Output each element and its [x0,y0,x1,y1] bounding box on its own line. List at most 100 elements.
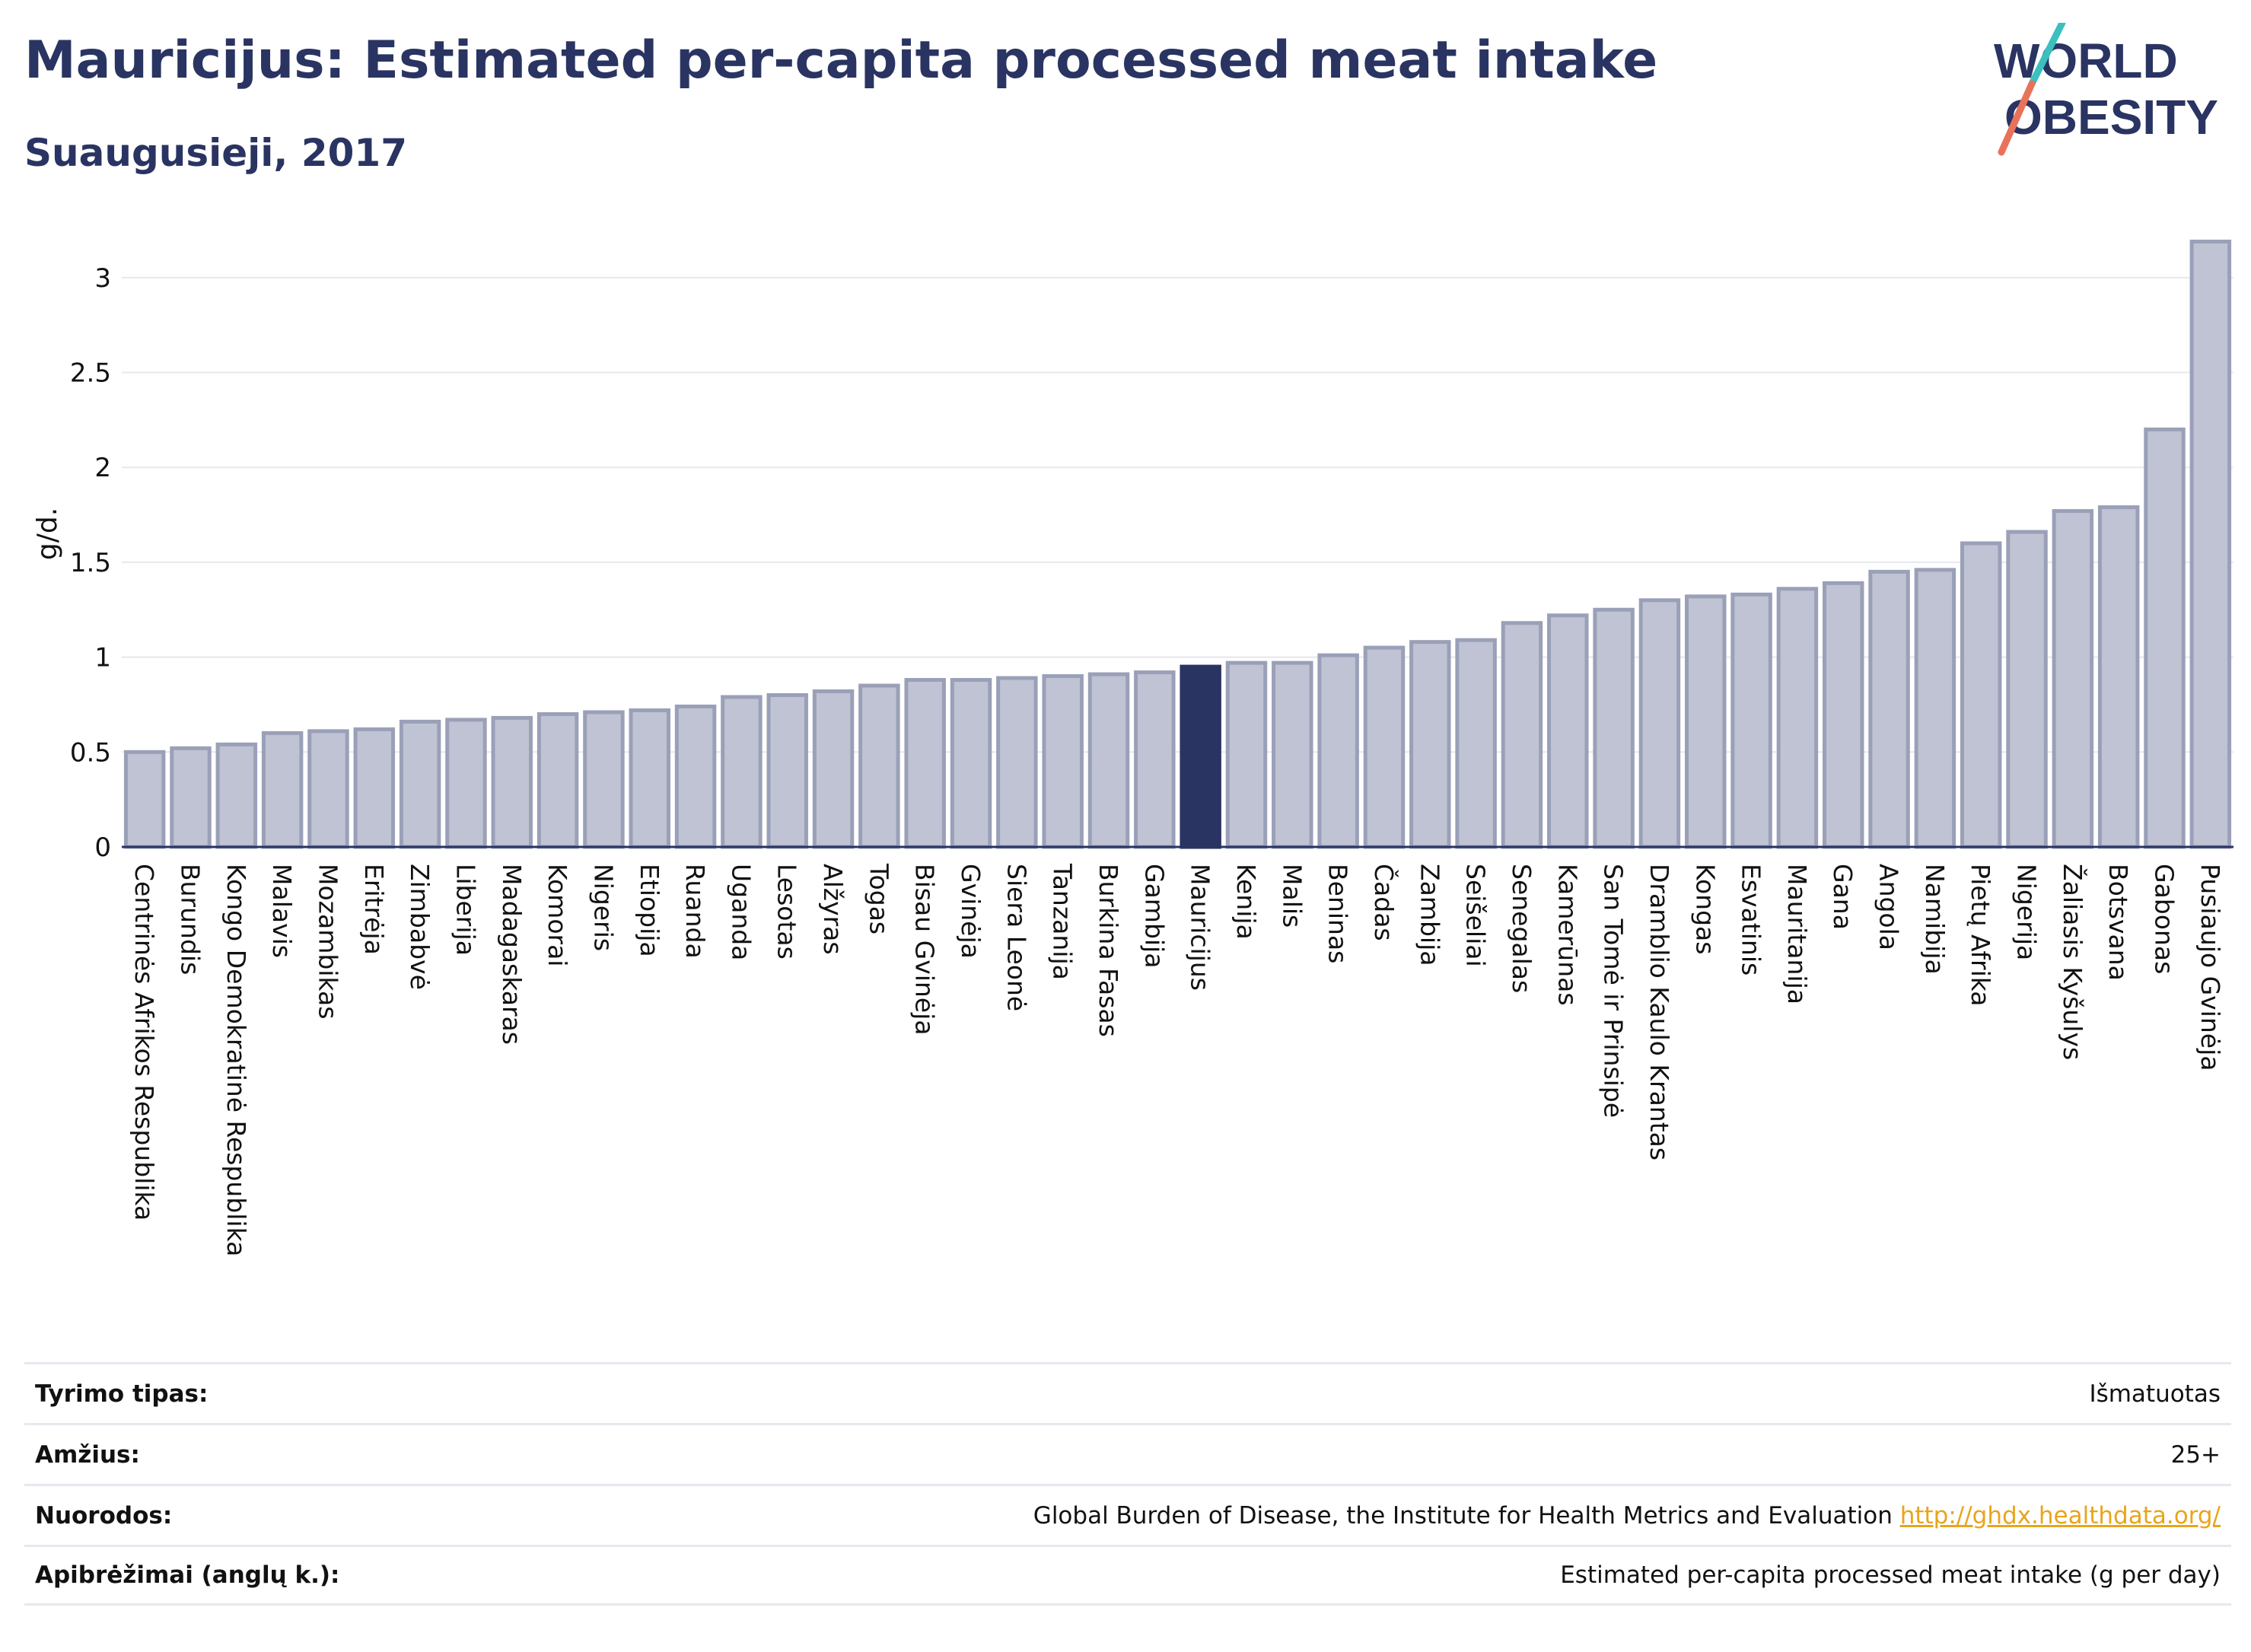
bar [1363,645,1406,849]
bar [123,750,166,849]
world-obesity-logo: WORLD OBESITY [1994,23,2218,156]
definitions-label: Apibrėžimai (anglų k.): [35,1561,340,1589]
metadata-row-definitions: Apibrėžimai (anglų k.): Estimated per-ca… [24,1545,2231,1606]
references-link[interactable]: http://ghdx.healthdata.org/ [1899,1501,2221,1529]
bar [1134,670,1176,849]
y-tick-label: 1.5 [70,548,111,578]
bar [1960,541,2002,849]
x-tick-label: Beninas [1323,864,1353,963]
x-tick-label: Komorai [543,864,572,966]
x-tick-label: Nigerija [2012,864,2042,960]
references-value-wrap: Global Burden of Disease, the Institute … [1033,1502,2221,1529]
bar [1225,660,1268,849]
x-tick-label: Senegalas [1507,864,1536,993]
bar [1317,653,1359,849]
x-tick-label: Etiopija [635,864,664,957]
x-tick-label: Ruanda [680,864,710,959]
bar [170,746,212,849]
y-tick-label: 3 [94,263,111,294]
x-tick-label: Čadas [1369,864,1399,941]
x-tick-label: Burundis [175,864,205,975]
logo-line1: WORLD [1994,33,2178,88]
bar [950,678,992,849]
x-tick-label: Burkina Fasas [1094,864,1123,1037]
age-value: 25+ [2170,1440,2221,1469]
y-tick-label: 0 [94,832,111,863]
bar [307,729,349,849]
x-tick-label: Pusiaujo Gvinėja [2195,864,2225,1071]
x-tick-label: Uganda [726,864,756,960]
x-tick-label: Bisau Gvinėja [910,864,940,1036]
bar [353,727,396,849]
chart-title: Mauricijus: Estimated per-capita process… [24,30,1658,91]
bar [1914,568,1956,849]
metadata-row-age: Amžius: 25+ [24,1423,2231,1484]
x-tick-label: Malavis [267,864,297,958]
bar-chart: 0 0.5 1 1.5 2 2.5 3 g/d. Centrinės Afrikos Respu… [32,239,2233,1256]
bar [1638,598,1681,849]
bar [1042,674,1084,849]
x-tick-label: Togas [864,863,893,934]
bar [1730,592,1772,849]
x-tick-label: Liberija [451,864,480,956]
bar [2006,530,2048,849]
x-tick-label: San Tomė ir Prinsipė [1599,864,1629,1118]
x-tick-label: Madagaskaras [497,864,527,1045]
x-tick-label: Alžyras [818,864,848,955]
bar [1685,594,1727,849]
x-tick-label: Pietų Afrika [1966,864,1995,1007]
x-tick-label: Seišeliai [1461,864,1491,967]
x-tick-label: Dramblio Kaulo Krantas [1644,864,1674,1160]
x-tick-label: Eritrėja [359,864,389,955]
bar [629,708,670,849]
bar [1547,613,1589,849]
x-tick-label: Gabonas [2150,864,2179,974]
x-tick-label: Kamerūnas [1552,864,1582,1006]
x-tick-label: Tanzanija [1048,863,1078,980]
bar [1087,672,1130,849]
bar [445,718,487,849]
y-tick-label: 1 [94,643,111,673]
x-tick-label: Centrinės Afrikos Respublika [129,864,159,1221]
x-tick-label: Mauricijus [1186,864,1215,991]
x-tick-label: Kongo Demokratinė Respublika [221,864,251,1256]
survey-type-value: Išmatuotas [2089,1380,2221,1408]
x-tick-label: Gvinėja [956,864,985,959]
bar [399,719,441,849]
y-axis-label: g/d. [32,508,63,560]
y-tick-label: 0.5 [70,737,111,768]
bar [491,715,533,849]
x-tick-label: Malis [1277,864,1307,928]
x-tick-label: Esvatinis [1737,864,1766,976]
metadata-row-survey-type: Tyrimo tipas: Išmatuotas [24,1362,2231,1423]
x-tick-label: Mauritanija [1782,864,1812,1004]
x-tick-label: Gana [1828,864,1858,930]
x-tick-label: Nigeris [588,864,618,951]
bar [1180,664,1221,849]
age-label: Amžius: [35,1440,140,1469]
bar [1272,660,1313,849]
bar [766,692,808,849]
x-tick-label: Kongas [1690,864,1720,954]
bar [261,731,304,849]
bar [858,683,900,849]
bar [2144,427,2186,849]
x-tick-label: Gambija [1139,864,1169,968]
bar [1455,638,1497,849]
x-tick-label: Mozambikas [313,864,342,1019]
bar [2097,505,2140,849]
references-label: Nuorodos: [35,1501,173,1529]
bar [721,695,763,849]
x-tick-label: Lesotas [772,864,802,960]
bar [674,704,717,849]
metadata-table: Tyrimo tipas: Išmatuotas Amžius: 25+ Nuo… [24,1362,2231,1606]
bar [583,710,625,849]
bar [2189,239,2232,849]
bar [536,711,579,849]
bar [996,676,1038,849]
x-tick-label: Žaliasis Kyšulys [2058,864,2088,1060]
metadata-row-references: Nuorodos: Global Burden of Disease, the … [24,1484,2231,1545]
bar [1776,587,1819,849]
bar [1409,640,1451,849]
references-value: Global Burden of Disease, the Institute … [1033,1501,1893,1529]
